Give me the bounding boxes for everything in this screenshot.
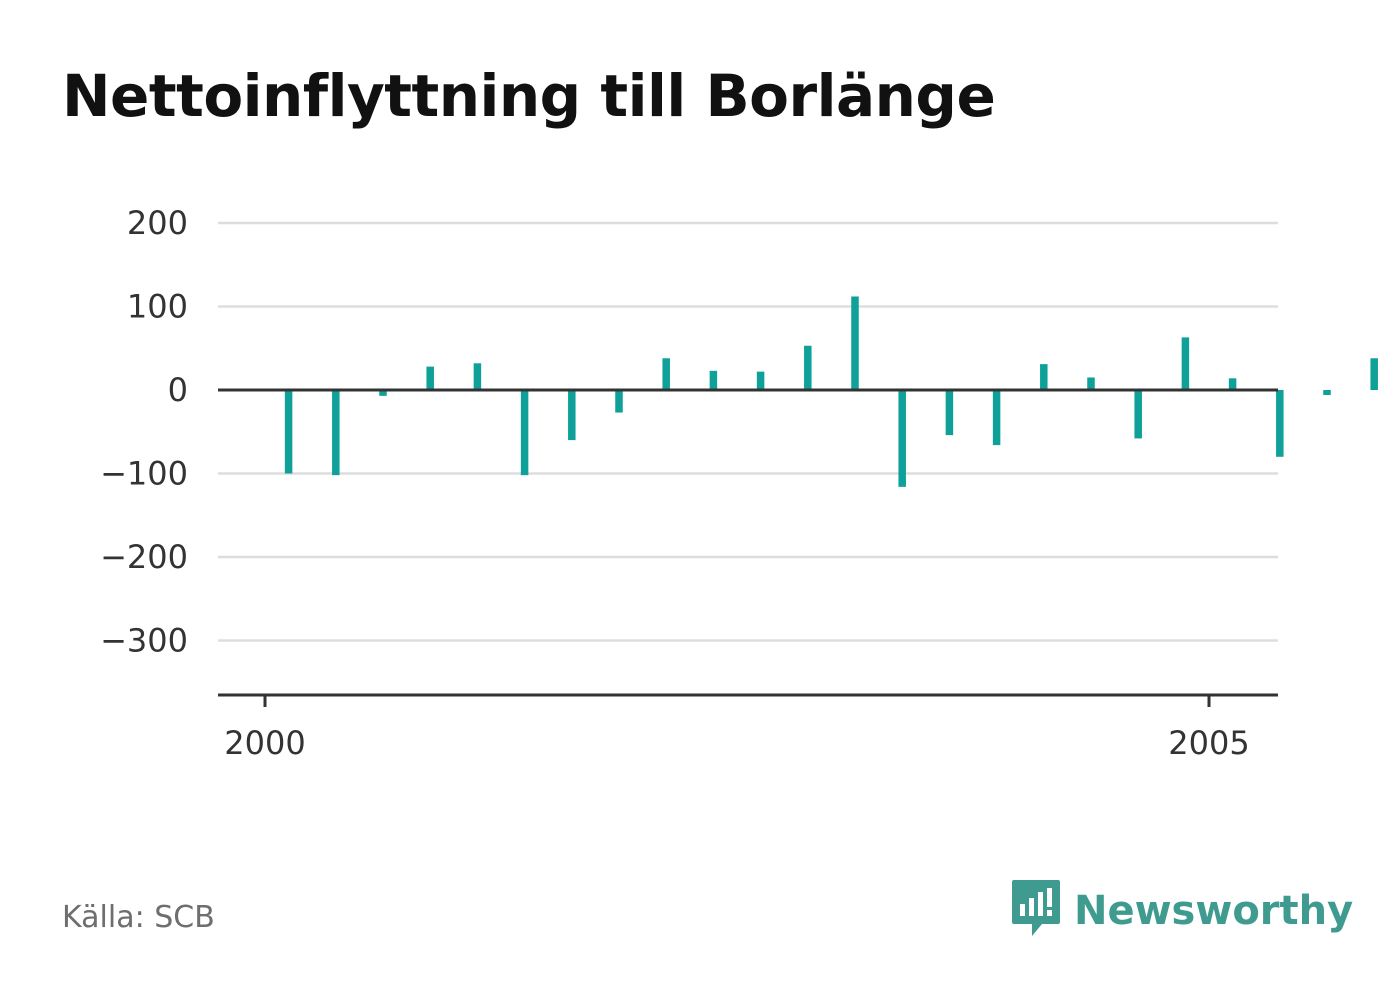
bar bbox=[473, 363, 482, 390]
y-tick-label: 100 bbox=[127, 288, 188, 326]
chart-title: Nettoinflyttning till Borlänge bbox=[62, 62, 996, 130]
bar bbox=[945, 390, 954, 436]
source-note: Källa: SCB bbox=[62, 900, 215, 935]
bar bbox=[804, 345, 812, 390]
gridlines bbox=[218, 221, 1278, 642]
bar bbox=[568, 390, 576, 441]
y-tick-label: 0 bbox=[168, 371, 188, 409]
bar bbox=[1370, 358, 1378, 390]
bars bbox=[284, 296, 1378, 487]
bar bbox=[662, 358, 670, 390]
bar bbox=[1087, 377, 1095, 390]
y-axis-labels: 200 100 0 −100 −200 −300 bbox=[100, 204, 188, 660]
bar bbox=[379, 390, 387, 396]
bar bbox=[898, 390, 906, 487]
bar bbox=[1181, 337, 1190, 390]
y-tick-label: −200 bbox=[100, 538, 188, 576]
bar bbox=[332, 390, 340, 476]
bar bbox=[851, 296, 859, 390]
bar bbox=[426, 366, 434, 390]
x-axis-labels: 200020052010201520202025 bbox=[224, 724, 1249, 762]
bar bbox=[1228, 378, 1237, 390]
bar bbox=[1323, 390, 1331, 396]
bar bbox=[1134, 390, 1142, 439]
bar bbox=[709, 370, 718, 390]
bar bbox=[992, 390, 1001, 446]
bar-chart-speech-bubble-icon bbox=[1010, 878, 1062, 944]
y-tick-label: −300 bbox=[100, 622, 188, 660]
bar bbox=[756, 371, 765, 390]
bar bbox=[1276, 390, 1284, 457]
y-tick-label: 200 bbox=[127, 204, 188, 242]
bar bbox=[615, 390, 623, 413]
brand-logo: Newsworthy bbox=[1010, 878, 1353, 944]
bar bbox=[1040, 364, 1048, 390]
x-tick-label: 2005 bbox=[1168, 724, 1249, 762]
x-tick-label: 2000 bbox=[224, 724, 305, 762]
y-tick-label: −100 bbox=[100, 455, 188, 493]
bar bbox=[520, 390, 529, 476]
brand-name: Newsworthy bbox=[1074, 888, 1354, 934]
bar bbox=[284, 390, 293, 474]
x-axis-ticks bbox=[263, 695, 1211, 707]
